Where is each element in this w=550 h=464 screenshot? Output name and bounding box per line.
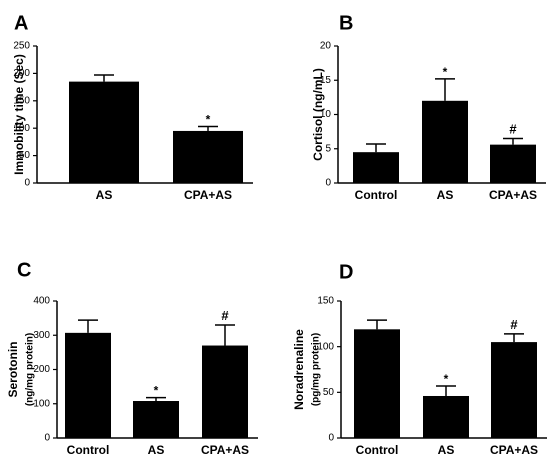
panel-a-ytick-label: 150 xyxy=(13,95,30,106)
panel-d-category-label: CPA+AS xyxy=(490,443,538,457)
panel-c-ylabel: Serotonin xyxy=(6,342,20,398)
panel-d-label: D xyxy=(339,261,353,283)
panel-d-ylabel-unit: (pg/mg protein) xyxy=(311,333,322,406)
panel-b-ytick-label: 0 xyxy=(325,178,331,189)
panel-a-ytick-label: 100 xyxy=(13,123,30,134)
panel-a-bar xyxy=(173,130,243,183)
panel-d-significance-mark: # xyxy=(510,317,518,332)
panel-c-bar xyxy=(133,401,179,438)
panel-c-bar xyxy=(65,332,111,438)
panel-c-ylabel-unit: (ng/mg protein) xyxy=(25,333,36,406)
panel-d-bar xyxy=(423,395,469,438)
panel-b-significance-mark: * xyxy=(443,65,448,79)
panel-c-category-label: Control xyxy=(67,443,110,457)
panel-c-category-label: AS xyxy=(148,443,165,457)
panel-a-ytick-label: 50 xyxy=(19,150,31,161)
panel-a-category-label: CPA+AS xyxy=(184,188,232,202)
panel-b-bar xyxy=(353,152,399,183)
panel-a-label: A xyxy=(14,12,28,34)
panel-d-significance-mark: * xyxy=(444,372,449,386)
panel-b-bar xyxy=(490,144,536,183)
panel-c-ytick-label: 100 xyxy=(33,398,50,409)
panel-a-ytick-label: 200 xyxy=(13,68,30,79)
panel-b-category-label: Control xyxy=(355,188,398,202)
panel-d-category-label: Control xyxy=(356,443,399,457)
panel-c-ytick-label: 200 xyxy=(33,364,50,375)
panel-d-bar xyxy=(491,342,537,438)
panel-c-ytick-label: 300 xyxy=(33,330,50,341)
panel-c-category-label: CPA+AS xyxy=(201,443,249,457)
panel-b-ytick-label: 20 xyxy=(320,41,332,52)
panel-c-ytick-label: 400 xyxy=(33,296,50,307)
panel-a-ylabel: Immobility time (Sec) xyxy=(12,54,26,175)
panel-a-significance-mark: * xyxy=(206,113,211,127)
panel-c-significance-mark: * xyxy=(154,384,159,398)
panel-a-ytick-label: 0 xyxy=(24,178,30,189)
panel-d-bar xyxy=(354,329,400,438)
panel-c-label: C xyxy=(17,259,31,281)
panel-d-ytick-label: 0 xyxy=(328,433,334,444)
panel-d-category-label: AS xyxy=(438,443,455,457)
panel-d-ylabel: Noradrenaline xyxy=(292,329,306,410)
panel-b-ytick-label: 10 xyxy=(320,109,332,120)
panel-b-label: B xyxy=(339,12,353,34)
panel-b-ylabel: Cortisol (ng/mL) xyxy=(311,68,325,161)
panel-b-significance-mark: # xyxy=(509,121,517,136)
panel-b-bar xyxy=(422,100,468,183)
panel-b-ytick-label: 5 xyxy=(325,143,331,154)
panel-b-ytick-label: 15 xyxy=(320,75,332,86)
panel-a-ytick-label: 250 xyxy=(13,41,30,52)
panel-a-bar xyxy=(69,81,139,183)
panel-b-category-label: CPA+AS xyxy=(489,188,537,202)
panel-d-ytick-label: 100 xyxy=(317,341,334,352)
panel-b-category-label: AS xyxy=(437,188,454,202)
panel-c-ytick-label: 0 xyxy=(44,433,50,444)
panel-d-ytick-label: 150 xyxy=(317,296,334,307)
panel-c-bar xyxy=(202,345,248,438)
panel-a-category-label: AS xyxy=(96,188,113,202)
panel-c-significance-mark: # xyxy=(221,308,229,323)
panel-d-ytick-label: 50 xyxy=(323,387,335,398)
